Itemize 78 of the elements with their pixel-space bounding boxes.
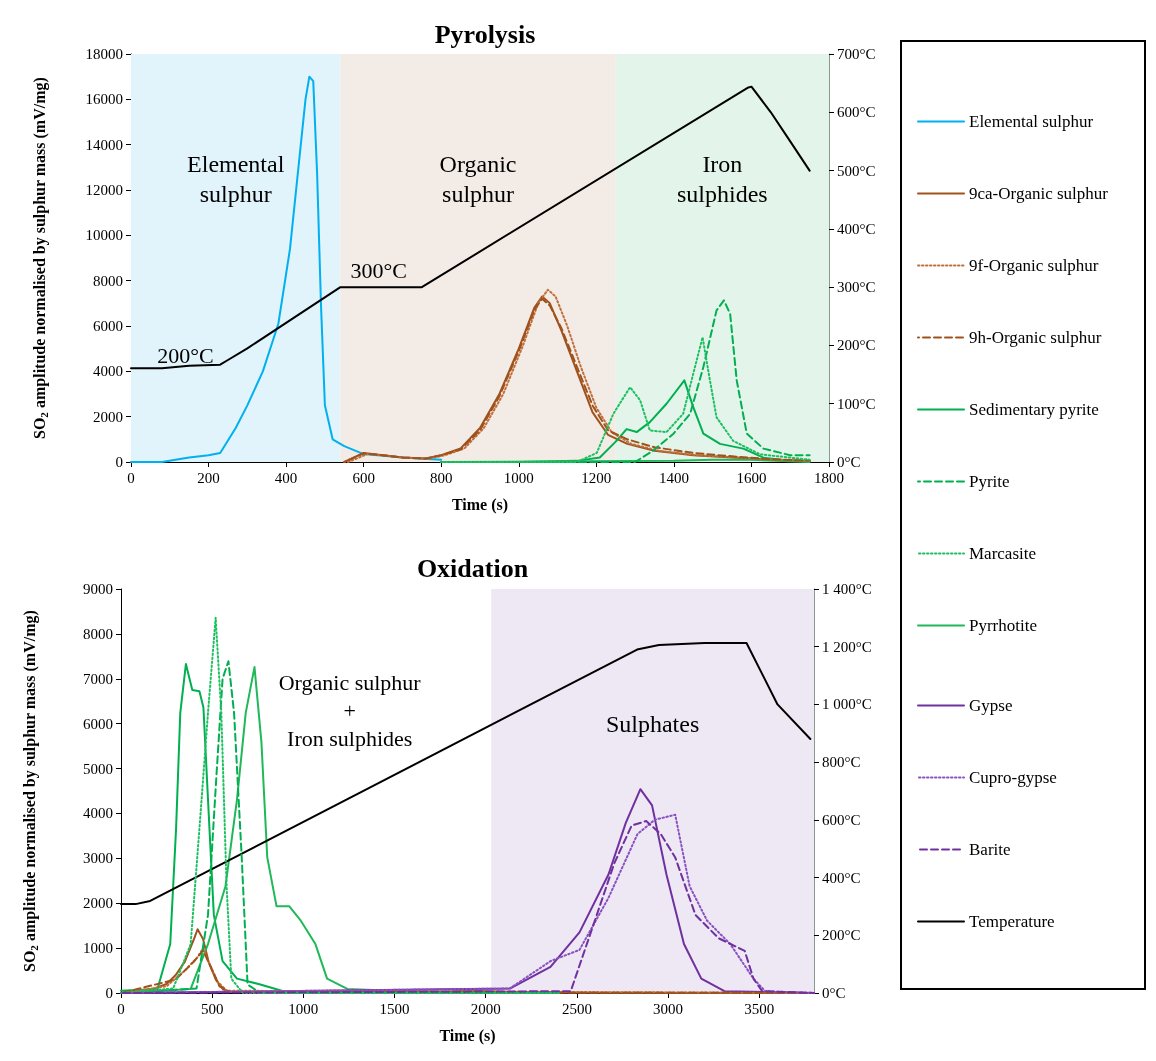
legend-label: 9h-Organic sulphur xyxy=(969,328,1102,347)
chart-title: Pyrolysis xyxy=(434,19,536,49)
legend-label: Marcasite xyxy=(969,544,1037,563)
y-tick-label: 3000 xyxy=(83,850,113,867)
y2-tick-label: 100°C xyxy=(837,395,876,412)
y2-tick-label: 400°C xyxy=(837,220,876,237)
y2-tick-label: 600°C xyxy=(837,104,876,121)
x-tick-label: 0 xyxy=(127,469,135,486)
y2-tick-label: 1 400°C xyxy=(822,581,872,597)
x-tick-label: 400 xyxy=(274,469,298,486)
y-tick-label: 8000 xyxy=(93,272,123,289)
x-tick-label: 1000 xyxy=(503,469,534,486)
x-tick-label: 600 xyxy=(352,469,375,486)
legend-label: Barite xyxy=(969,840,1011,859)
band-label: Sulphates xyxy=(605,711,700,737)
legend-label: Gypse xyxy=(969,696,1013,715)
legend-label: Pyrite xyxy=(969,472,1010,491)
y2-tick-label: 200°C xyxy=(837,337,876,354)
y2-tick-label: 800°C xyxy=(822,754,861,771)
legend-label: Cupro-gypse xyxy=(969,768,1057,787)
y-tick-label: 18000 xyxy=(85,46,123,62)
x-tick-label: 1400 xyxy=(658,469,689,486)
y2-tick-label: 0°C xyxy=(822,985,846,1001)
y2-tick-label: 500°C xyxy=(837,162,876,179)
y2-tick-label: 300°C xyxy=(837,279,876,296)
legend-label: Temperature xyxy=(969,912,1055,931)
y-tick-label: 7000 xyxy=(83,670,113,687)
y-axis-title: SO2 amplitude normalised by sulphur mass (mV/mg) xyxy=(21,610,40,972)
y-tick-label: 8000 xyxy=(83,625,113,642)
y-tick-label: 6000 xyxy=(93,318,123,334)
y2-tick-label: 1 200°C xyxy=(822,638,872,655)
annotation: 200°C xyxy=(157,343,214,369)
band-label: Elemental sulphur xyxy=(187,151,285,207)
x-tick-label: 1200 xyxy=(581,469,612,486)
y-tick-label: 4000 xyxy=(83,805,113,822)
y-tick-label: 2000 xyxy=(83,895,113,912)
x-axis-title: Time (s) xyxy=(439,1026,496,1045)
y-tick-label: 1000 xyxy=(83,940,113,957)
annotation: Organic sulphur + Iron sulphides xyxy=(278,669,422,751)
band-label: Iron sulphides xyxy=(677,151,768,207)
y2-tick-label: 0°C xyxy=(837,454,861,470)
y-axis-title: SO2 amplitude normalised by sulphur mass (mV/mg) xyxy=(31,77,50,439)
x-tick-label: 1000 xyxy=(288,1000,319,1017)
y-tick-label: 14000 xyxy=(85,136,123,153)
y-tick-label: 4000 xyxy=(93,363,123,380)
legend-label: 9ca-Organic sulphur xyxy=(969,184,1109,203)
x-tick-label: 3500 xyxy=(744,1000,775,1017)
x-tick-label: 800 xyxy=(429,469,453,486)
x-tick-label: 1500 xyxy=(379,1000,410,1017)
x-tick-label: 3000 xyxy=(653,1000,684,1017)
y-tick-label: 5000 xyxy=(83,760,113,777)
x-tick-label: 1600 xyxy=(736,469,767,486)
y-tick-label: 16000 xyxy=(85,91,123,108)
x-tick-label: 2500 xyxy=(561,1000,592,1017)
y-tick-label: 2000 xyxy=(93,408,123,425)
y2-tick-label: 1 000°C xyxy=(822,696,872,713)
y-tick-label: 10000 xyxy=(85,227,123,244)
legend-label: Sedimentary pyrite xyxy=(969,400,1099,419)
x-tick-label: 200 xyxy=(197,469,220,486)
legend-label: Elemental sulphur xyxy=(969,112,1094,131)
y2-tick-label: 600°C xyxy=(822,811,861,828)
x-tick-label: 2000 xyxy=(470,1000,501,1017)
band-label: Organic sulphur xyxy=(439,151,517,207)
y2-tick-label: 700°C xyxy=(837,46,876,62)
legend-label: Pyrrhotite xyxy=(969,616,1037,635)
y-tick-label: 0 xyxy=(115,454,123,470)
chart-title: Oxidation xyxy=(416,553,529,583)
y-tick-label: 12000 xyxy=(85,182,123,198)
y-tick-label: 9000 xyxy=(83,581,113,597)
x-tick-label: 500 xyxy=(200,1000,224,1017)
x-axis-title: Time (s) xyxy=(451,495,509,514)
y2-tick-label: 400°C xyxy=(822,869,861,886)
y-tick-label: 0 xyxy=(105,985,113,1001)
annotation: 300°C xyxy=(350,257,408,283)
x-tick-label: 1800 xyxy=(814,469,844,486)
legend-label: 9f-Organic sulphur xyxy=(969,256,1099,275)
y2-tick-label: 200°C xyxy=(822,927,861,944)
y-tick-label: 6000 xyxy=(83,715,113,732)
